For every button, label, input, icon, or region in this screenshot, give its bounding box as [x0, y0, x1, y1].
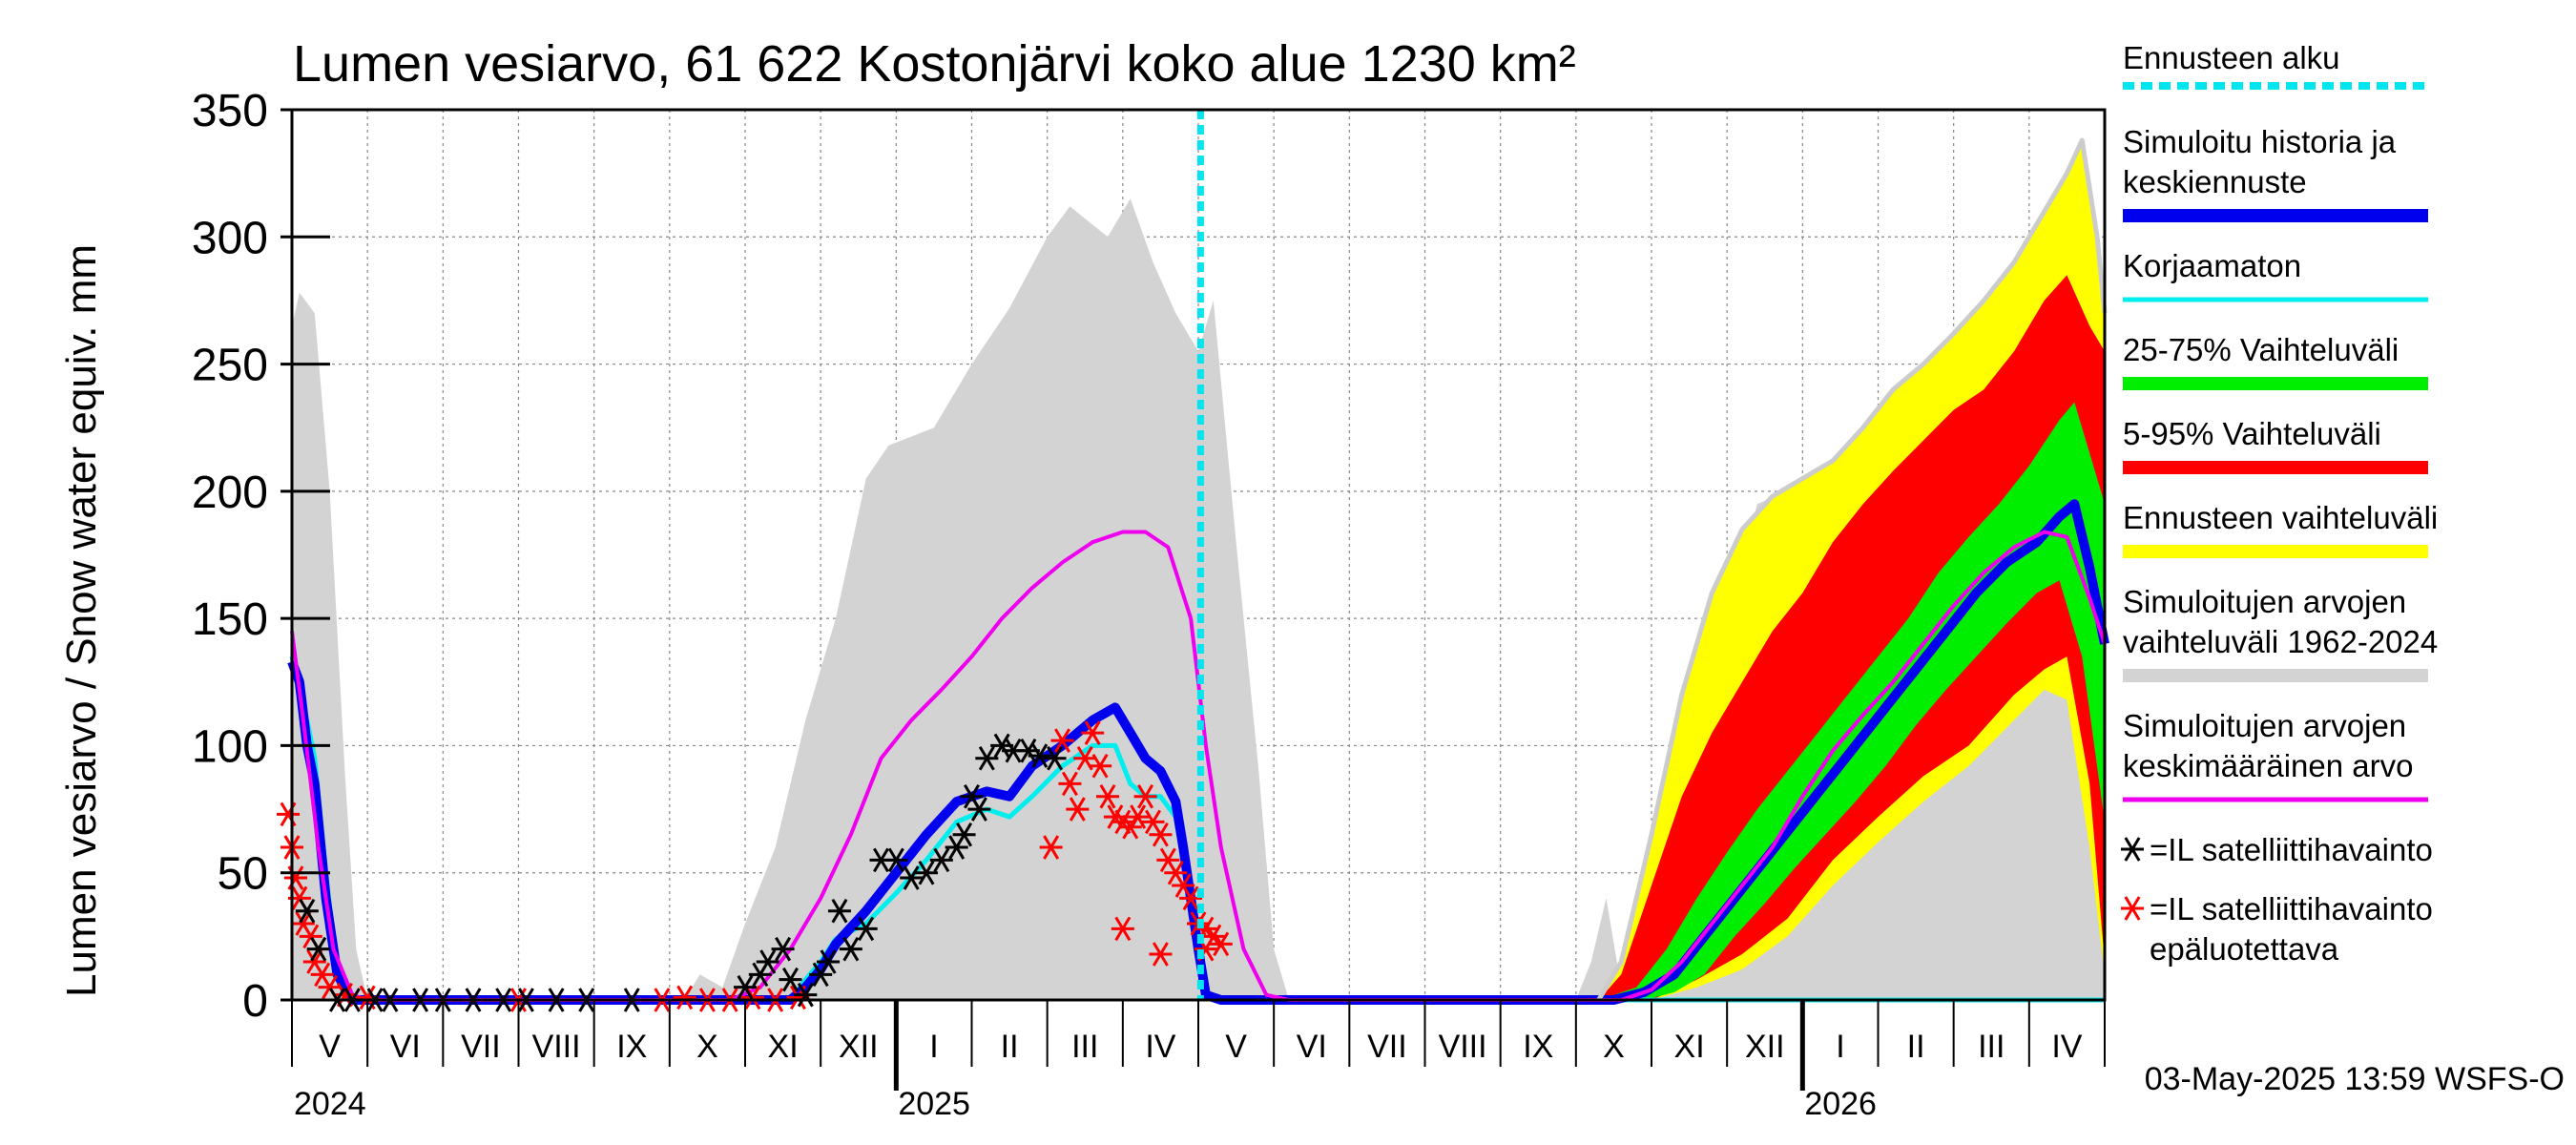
y-tick-label: 50	[218, 849, 268, 900]
sat-obs-point	[884, 847, 908, 873]
y-tick-label: 250	[192, 341, 268, 391]
sat-obs-unreliable-point	[1081, 720, 1105, 745]
p5-95-band	[1598, 275, 2105, 1000]
sat-obs-point	[1028, 743, 1051, 768]
chart-title: Lumen vesiarvo, 61 622 Kostonjärvi koko …	[293, 35, 1576, 93]
x-month-label: III	[1071, 1029, 1098, 1065]
x-year-label: 2025	[898, 1086, 970, 1122]
x-month-label: VIII	[532, 1029, 581, 1065]
sat-obs-unreliable-point	[1066, 797, 1090, 822]
x-month-label: X	[696, 1029, 718, 1065]
y-axis-label: Lumen vesiarvo / Snow water equiv. mm	[58, 244, 105, 997]
y-tick-label: 100	[192, 721, 268, 772]
sat-obs-point	[734, 974, 757, 1000]
legend-label: Ennusteen alku	[2123, 40, 2340, 75]
y-tick-label: 0	[242, 976, 268, 1027]
x-month-label: VI	[1297, 1029, 1327, 1065]
x-month-label: V	[319, 1029, 341, 1065]
legend-label: Ennusteen vaihteluväli	[2123, 500, 2438, 535]
legend-label: =IL satelliittihavainto	[2150, 891, 2433, 926]
x-month-label: I	[929, 1029, 938, 1065]
x-month-label: VIII	[1439, 1029, 1487, 1065]
sat-obs-point	[827, 898, 851, 924]
legend-star-icon	[2121, 837, 2144, 862]
sat-obs-unreliable-point	[1096, 783, 1119, 809]
sat-obs-point	[915, 860, 938, 885]
x-month-label: III	[1978, 1029, 2005, 1065]
y-tick-label: 300	[192, 213, 268, 263]
sat-obs-unreliable-point	[1209, 931, 1233, 957]
sat-obs-point	[967, 797, 991, 822]
sat-obs-point	[854, 916, 878, 942]
sat-obs-point	[779, 967, 802, 992]
y-tick-label: 350	[192, 86, 268, 136]
x-month-label: II	[1001, 1029, 1019, 1065]
sat-obs-point	[952, 822, 976, 847]
x-month-label: IX	[1523, 1029, 1553, 1065]
x-month-label: VII	[461, 1029, 501, 1065]
sat-obs-point	[306, 936, 330, 962]
sat-obs-point	[929, 847, 953, 873]
legend-label: 25-75% Vaihteluväli	[2123, 332, 2399, 367]
legend: Ennusteen alku Simuloitu historia ja keski…	[2121, 40, 2438, 967]
x-month-label: XII	[1745, 1029, 1785, 1065]
x-month-label: X	[1603, 1029, 1625, 1065]
x-month-label: VII	[1367, 1029, 1407, 1065]
sat-obs-unreliable-point	[1149, 822, 1173, 847]
legend-label: Simuloitu historia ja	[2123, 124, 2397, 159]
sat-obs-point	[839, 936, 862, 962]
legend-label: epäluotettava	[2150, 931, 2339, 967]
sat-obs-unreliable-point	[1039, 835, 1063, 860]
x-month-label: IX	[616, 1029, 647, 1065]
legend-label: keskiennuste	[2123, 164, 2307, 199]
x-month-label: VI	[390, 1029, 421, 1065]
x-year-label: 2026	[1804, 1086, 1877, 1122]
plot-area	[277, 110, 2109, 1012]
legend-label: Korjaamaton	[2123, 248, 2301, 283]
timestamp: 03-May-2025 13:59 WSFS-O	[2145, 1061, 2565, 1097]
x-month-label: XI	[768, 1029, 799, 1065]
x-month-label: XII	[839, 1029, 879, 1065]
forecast-upper-edge	[1596, 137, 2108, 1002]
x-month-label: I	[1836, 1029, 1844, 1065]
legend-star-icon	[2121, 896, 2144, 921]
y-tick-label: 150	[192, 594, 268, 645]
x-month-label: V	[1225, 1029, 1247, 1065]
sat-obs-unreliable-point	[1149, 942, 1173, 967]
sat-obs-point	[794, 982, 818, 1008]
sat-obs-point	[975, 745, 999, 771]
sat-obs-point	[1043, 745, 1067, 771]
sat-obs-unreliable-point	[673, 985, 696, 1010]
sat-obs-unreliable-point	[1179, 885, 1203, 911]
x-month-label: IV	[2051, 1029, 2082, 1065]
sat-obs-point	[295, 898, 319, 924]
sat-obs-point	[771, 936, 795, 962]
sat-obs-unreliable-point	[1089, 753, 1112, 779]
x-month-label: IV	[1145, 1029, 1175, 1065]
sat-obs-point	[756, 949, 779, 974]
legend-label: 5-95% Vaihteluväli	[2123, 416, 2381, 451]
x-month-label: XI	[1674, 1029, 1705, 1065]
legend-label: =IL satelliittihavainto	[2150, 832, 2433, 867]
legend-label: vaihteluväli 1962-2024	[2123, 624, 2438, 659]
p25-75-band	[1598, 402, 2105, 1001]
legend-label: Simuloitujen arvojen	[2123, 584, 2406, 619]
sat-obs-point	[900, 865, 924, 890]
sat-obs-unreliable-point	[1126, 804, 1150, 829]
y-tick-label: 200	[192, 468, 268, 518]
legend-label: Simuloitujen arvojen	[2123, 708, 2406, 743]
sat-obs-point	[817, 949, 841, 974]
sat-obs-unreliable-point	[1111, 916, 1134, 942]
sat-obs-unreliable-point	[1058, 771, 1082, 797]
x-year-label: 2024	[294, 1086, 366, 1122]
sat-obs-unreliable-point	[1133, 783, 1157, 809]
legend-label: keskimääräinen arvo	[2123, 748, 2413, 783]
sat-obs-unreliable-point	[1050, 728, 1074, 753]
x-month-label: II	[1907, 1029, 1925, 1065]
